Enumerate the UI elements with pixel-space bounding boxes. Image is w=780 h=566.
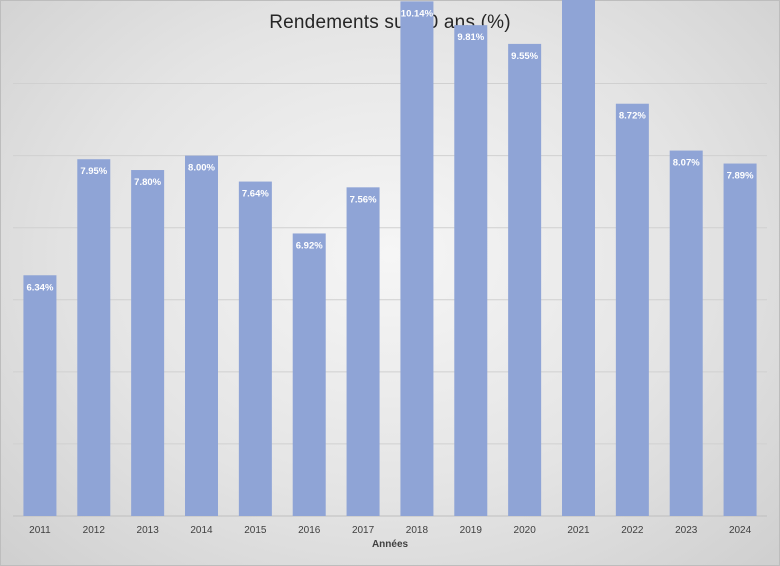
bar-2015 <box>238 181 272 516</box>
bars <box>23 0 757 517</box>
x-tick-label-2015: 2015 <box>244 525 267 536</box>
bar-2016 <box>292 233 326 516</box>
chart-title: Rendements sur 10 ans (%) <box>269 12 511 33</box>
x-tick-label-2016: 2016 <box>298 525 321 536</box>
data-labels: 6.34% 7.95% 7.80% 8.00% 7.64% 6.92% 7.56% 10.14… <box>26 8 754 293</box>
bar-2011 <box>23 275 57 516</box>
bar-2013 <box>131 170 165 516</box>
bar-2023 <box>669 150 703 516</box>
bar-2024 <box>723 163 757 517</box>
data-label-2023: 8.07% <box>673 158 700 169</box>
bar-2014 <box>185 155 218 516</box>
x-tick-label-2014: 2014 <box>190 525 213 536</box>
x-tick-label-2012: 2012 <box>83 525 106 536</box>
data-label-2020: 9.55% <box>511 51 538 62</box>
x-tick-label-2020: 2020 <box>514 525 537 536</box>
x-tick-label-2023: 2023 <box>675 525 698 536</box>
data-label-2017: 7.56% <box>350 194 377 205</box>
data-label-2016: 6.92% <box>296 240 323 251</box>
data-label-2011: 6.34% <box>26 282 53 293</box>
x-tick-label-2017: 2017 <box>352 525 375 536</box>
data-label-2014: 8.00% <box>188 163 215 174</box>
x-tick-label-2011: 2011 <box>29 525 51 536</box>
bar-2022 <box>615 103 649 516</box>
data-label-2024: 7.89% <box>727 171 754 182</box>
gridlines <box>13 83 767 517</box>
x-tick-labels: 2011 2012 2013 2014 2015 2016 2017 2018 2019 2020… <box>29 525 751 536</box>
bar-2019 <box>454 25 488 516</box>
bar-2012 <box>77 159 111 516</box>
bar-2017 <box>346 187 380 516</box>
bar-2020 <box>508 43 542 517</box>
data-label-2018: 10.14% <box>401 8 434 19</box>
x-tick-label-2021: 2021 <box>567 525 590 536</box>
x-tick-label-2018: 2018 <box>406 525 429 536</box>
x-tick-label-2013: 2013 <box>137 525 160 536</box>
data-label-2019: 9.81% <box>457 32 484 43</box>
x-tick-label-2019: 2019 <box>460 525 483 536</box>
data-label-2015: 7.64% <box>242 189 269 200</box>
bar-2021 <box>562 0 595 516</box>
data-label-2022: 8.72% <box>619 111 646 122</box>
x-tick-label-2022: 2022 <box>621 525 644 536</box>
x-axis-label: Années <box>371 539 409 550</box>
data-label-2012: 7.95% <box>80 166 107 177</box>
data-label-2013: 7.80% <box>134 177 161 188</box>
bar-2018 <box>400 1 434 516</box>
x-tick-label-2024: 2024 <box>729 525 752 536</box>
